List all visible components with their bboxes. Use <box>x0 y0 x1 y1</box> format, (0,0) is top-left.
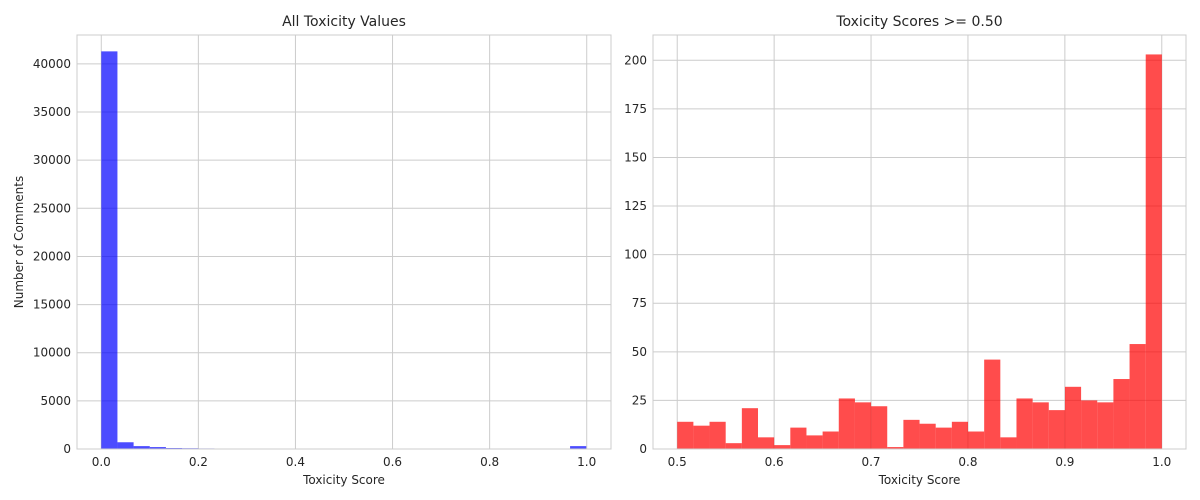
y-tick-label: 150 <box>624 150 647 164</box>
histogram-bar <box>806 435 823 449</box>
histogram-bar <box>1064 386 1082 449</box>
histogram-bar <box>149 447 166 449</box>
x-tick-label: 1.0 <box>1152 455 1171 469</box>
histogram-bar <box>1000 437 1017 449</box>
y-tick-label: 200 <box>624 53 647 67</box>
histogram-bar <box>117 442 134 449</box>
histogram-bar <box>1145 54 1162 450</box>
histogram-bar <box>935 427 952 449</box>
x-tick-label: 0.0 <box>92 455 111 469</box>
x-tick-label: 0.4 <box>286 455 305 469</box>
histogram-bar <box>133 446 150 449</box>
plot-frame <box>76 34 612 450</box>
histogram-bar <box>1129 344 1146 449</box>
x-tick-label: 0.8 <box>480 455 499 469</box>
histogram-bar <box>903 419 920 449</box>
y-tick-label: 15000 <box>33 298 71 312</box>
histogram-bar <box>101 51 118 450</box>
y-tick-label: 0 <box>639 442 647 456</box>
y-tick-label: 30000 <box>33 153 71 167</box>
histogram-bar <box>854 402 872 449</box>
y-tick-label: 125 <box>624 199 647 213</box>
y-tick-label: 10000 <box>33 346 71 360</box>
histogram-bar <box>774 445 791 449</box>
histogram-bar <box>838 398 855 449</box>
histogram-bar <box>1048 410 1065 449</box>
histogram-bar <box>758 437 775 449</box>
histogram-bar <box>1097 402 1114 449</box>
histogram-bar <box>1081 400 1098 449</box>
histogram-bar <box>570 446 587 449</box>
y-tick-label: 100 <box>624 248 647 262</box>
histogram-bar <box>693 425 710 449</box>
histogram-bar <box>790 427 807 449</box>
x-tick-label: 1.0 <box>577 455 596 469</box>
histogram-bar <box>984 359 1001 449</box>
x-tick-label: 0.6 <box>765 455 784 469</box>
x-tick-label: 0.5 <box>668 455 687 469</box>
y-tick-label: 20000 <box>33 249 71 263</box>
y-tick-label: 35000 <box>33 105 71 119</box>
histogram-bar <box>1016 398 1033 449</box>
x-tick-label: 0.9 <box>1055 455 1074 469</box>
x-tick-label: 0.7 <box>861 455 880 469</box>
histogram-bar <box>1032 402 1049 449</box>
chart-title: Toxicity Scores >= 0.50 <box>835 14 1002 30</box>
y-tick-label: 25 <box>632 393 647 407</box>
y-tick-label: 40000 <box>33 57 71 71</box>
y-tick-label: 25000 <box>33 201 71 215</box>
histogram-bar <box>968 431 985 449</box>
histogram-bar <box>919 423 936 449</box>
histogram-toxicity-above-half: 0.5 0.6 0.7 0.8 0.9 1.0 0 25 50 75 100 125 150 175 200… <box>624 14 1187 487</box>
x-tick-label: 0.2 <box>189 455 208 469</box>
plot-frame <box>652 34 1187 450</box>
histogram-bar <box>677 421 694 449</box>
histogram-bar <box>887 447 904 449</box>
x-axis-label: Toxicity Score <box>302 473 385 487</box>
histogram-bar <box>1113 379 1130 449</box>
y-tick-label: 75 <box>632 296 647 310</box>
histogram-bar <box>822 431 839 449</box>
histogram-all-toxicity: 0.0 0.2 0.4 0.6 0.8 1.0 0 5000 10000 15000 20000 25… <box>12 14 612 487</box>
histogram-bar <box>951 421 969 449</box>
x-axis-label: Toxicity Score <box>878 473 961 487</box>
x-tick-label: 0.6 <box>383 455 402 469</box>
y-tick-label: 50 <box>632 345 647 359</box>
histogram-bar <box>871 406 888 449</box>
y-axis-label: Number of Comments <box>12 176 26 308</box>
histogram-bar <box>709 421 726 449</box>
histogram-bar <box>741 408 759 449</box>
y-tick-label: 0 <box>63 442 71 456</box>
y-tick-label: 5000 <box>40 394 71 408</box>
x-tick-label: 0.8 <box>958 455 977 469</box>
chart-title: All Toxicity Values <box>282 14 406 30</box>
histogram-bar <box>725 443 742 449</box>
y-tick-label: 175 <box>624 102 647 116</box>
